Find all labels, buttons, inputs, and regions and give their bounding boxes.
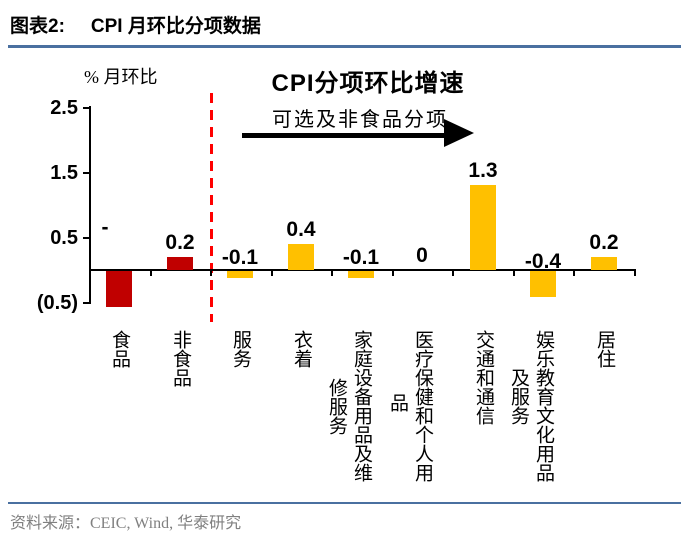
y-tick-mark <box>83 107 90 109</box>
y-tick-label: 1.5 <box>50 162 78 184</box>
category-label-continuation: 品 <box>387 393 408 412</box>
category-label-main: 服务 <box>230 330 251 368</box>
category-label-main: 娱乐教育文化用品 <box>533 330 554 482</box>
bar-娱乐教育文化用品及服务 <box>530 271 556 297</box>
bar-value-label: - <box>101 216 109 239</box>
category-label: 交通和通信 <box>436 330 496 515</box>
category-label-main: 居住 <box>594 330 615 368</box>
bar-value-label: -0.1 <box>342 246 380 269</box>
category-label: 家庭设备用品及维 修服务 <box>314 330 374 515</box>
bar-服务 <box>227 271 253 278</box>
y-tick-label: 0.5 <box>50 227 78 249</box>
category-label: 衣着 <box>254 330 314 515</box>
bar-value-label: -0.4 <box>524 250 562 273</box>
category-label-continuation: 修服务 <box>326 378 347 435</box>
category-label: 食品 <box>72 330 132 515</box>
category-label: 娱乐教育文化用品 及服务 <box>496 330 556 515</box>
x-tick-mark <box>150 271 152 276</box>
bar-食品 <box>106 271 132 307</box>
category-label-main: 交通和通信 <box>473 330 494 425</box>
category-label: 居住 <box>557 330 617 515</box>
x-tick-mark <box>392 271 394 276</box>
arrow-shaft <box>242 133 448 138</box>
bar-value-label: 0.4 <box>286 218 316 241</box>
bar-value-label: 0 <box>416 244 428 267</box>
chart-title: CPI分项环比增速 <box>271 70 465 97</box>
footer-divider <box>8 502 681 504</box>
category-label-main: 家庭设备用品及维 <box>351 330 372 482</box>
category-label-continuation: 及服务 <box>508 368 529 425</box>
y-axis-line <box>89 106 91 304</box>
bar-value-label: 0.2 <box>589 231 619 254</box>
source-note: 资料来源：CEIC, Wind, 华泰研究 <box>10 515 242 532</box>
category-label-main: 食品 <box>109 330 130 368</box>
figure-header: 图表2: CPI 月环比分项数据 <box>10 11 261 38</box>
y-tick-mark <box>83 237 90 239</box>
x-axis-line <box>89 269 636 271</box>
y-tick-mark <box>83 172 90 174</box>
bar-value-label: -0.1 <box>221 246 259 269</box>
category-label: 非食品 <box>133 330 193 515</box>
y-tick-mark <box>83 302 90 304</box>
arrow-right-icon <box>444 119 474 147</box>
x-tick-mark <box>331 271 333 276</box>
y-tick-label: (0.5) <box>36 292 78 314</box>
y-tick-label: 2.5 <box>50 97 78 119</box>
bar-居住 <box>591 257 617 270</box>
bar-value-label: 1.3 <box>468 159 498 182</box>
bar-家庭设备用品及维修服务 <box>348 271 374 278</box>
x-tick-mark <box>573 271 575 276</box>
bar-交通和通信 <box>470 185 496 270</box>
x-tick-mark <box>513 271 515 276</box>
bar-value-label: 0.2 <box>165 231 195 254</box>
x-tick-mark <box>210 271 212 276</box>
bar-非食品 <box>167 257 193 270</box>
figure-title: CPI 月环比分项数据 <box>90 16 261 37</box>
x-tick-mark <box>452 271 454 276</box>
bar-衣着 <box>288 244 314 270</box>
y-axis-unit-label: % 月环比 <box>84 67 158 87</box>
category-label-main: 非食品 <box>170 330 191 387</box>
x-tick-mark <box>271 271 273 276</box>
figure-label: 图表2: <box>10 16 65 37</box>
header-divider <box>8 45 681 48</box>
x-tick-mark <box>634 271 636 276</box>
x-tick-mark <box>89 271 91 276</box>
food-nonfood-separator-dashed-line <box>210 93 213 322</box>
category-label-main: 医疗保健和个人用 <box>412 330 433 482</box>
category-label: 医疗保健和个人用品 <box>375 330 435 515</box>
category-label: 服务 <box>193 330 253 515</box>
category-label-main: 衣着 <box>291 330 312 368</box>
chart-annotation: 可选及非食品分项 <box>264 103 456 135</box>
